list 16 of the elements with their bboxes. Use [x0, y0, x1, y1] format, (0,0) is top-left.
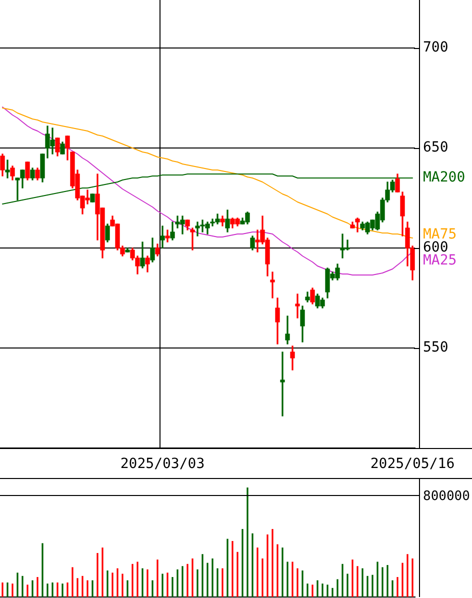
candlestick [295, 294, 300, 318]
text: 800000 [423, 488, 470, 504]
candlestick [165, 230, 170, 242]
x-tick-label: 2025/03/03 [120, 456, 205, 472]
candlestick [285, 316, 290, 344]
candlestick [270, 272, 275, 298]
y-tick-label: 700 [423, 40, 448, 56]
x-tick-label: 2025/05/16 [370, 456, 455, 472]
y-tick-label: 550 [423, 340, 448, 356]
y-tick-label: 650 [423, 140, 448, 156]
series-label: MA200 [423, 170, 466, 186]
candlestick [160, 226, 165, 248]
candlestick [280, 352, 285, 416]
series-label: MA25 [423, 252, 457, 269]
candlestick [5, 160, 10, 178]
candlestick [190, 228, 195, 250]
